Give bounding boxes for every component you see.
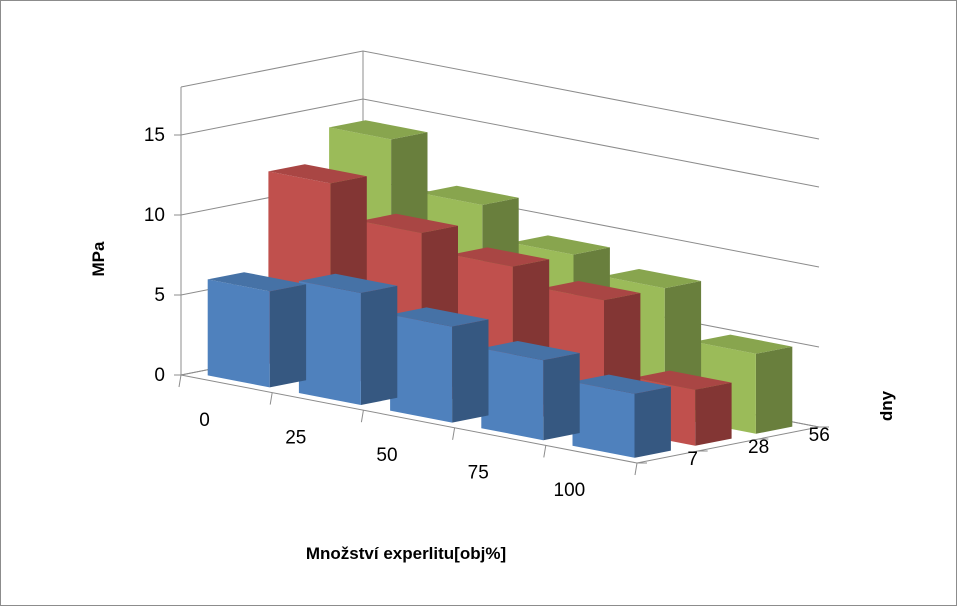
x-axis-title: Množství experlitu[obj%] [306, 544, 506, 563]
bar-front [207, 279, 270, 388]
x-tick-mark [452, 427, 456, 440]
bar-top [359, 213, 458, 233]
bar-top [693, 334, 793, 354]
x-tick-mark [269, 392, 273, 405]
y-tick-label: 0 [154, 365, 165, 386]
x-tick-label: 25 [285, 427, 306, 448]
y-tick-label: 10 [144, 205, 165, 226]
bar [298, 273, 398, 405]
x-tick-label: 100 [554, 480, 586, 501]
x-tick-label: 0 [199, 410, 210, 431]
x-tick-label: 75 [468, 463, 489, 484]
bar-side [269, 284, 307, 388]
bar-front [390, 314, 453, 423]
bar-top [511, 235, 610, 255]
x-axis-line [180, 374, 638, 464]
bar-top [420, 185, 519, 205]
y-tick-label: 5 [154, 285, 165, 306]
bar-side [543, 353, 580, 441]
bar-front [298, 281, 361, 405]
x-tick-mark [543, 445, 547, 458]
bar [390, 307, 489, 423]
bar [481, 341, 580, 441]
z-axis-line [636, 426, 820, 464]
bar-front [572, 381, 635, 458]
z-tick-label: 28 [748, 437, 769, 458]
bar-top [572, 374, 671, 394]
bar-top [390, 307, 489, 327]
bar-top [542, 281, 641, 301]
bar-top [207, 272, 307, 292]
z-tick-label: 7 [687, 449, 698, 470]
bar-top [602, 269, 702, 289]
bar [572, 374, 671, 458]
tick-labels: 0 5 10 15 0 25 50 75 100 7 28 56 [144, 125, 830, 501]
bar-side [695, 382, 732, 446]
gridline [180, 98, 820, 188]
bars [207, 120, 793, 458]
bar-top [633, 370, 732, 390]
bar [207, 272, 307, 388]
bar-top [329, 120, 428, 140]
x-tick-label: 50 [376, 445, 397, 466]
x-tick-mark [360, 410, 364, 423]
bar-front [481, 348, 544, 441]
x-tick-mark [178, 374, 182, 388]
bar-top [450, 247, 550, 267]
bar-side [452, 319, 489, 423]
y-tick-label: 15 [144, 125, 165, 146]
bar-top [298, 273, 398, 293]
bar-side [360, 285, 398, 405]
y-axis-title: MPa [89, 241, 108, 277]
bar-side [755, 346, 793, 434]
z-axis-title: dny [877, 390, 896, 421]
z-tick-label: 56 [809, 425, 830, 446]
bar-side [634, 386, 671, 458]
bar-top [268, 164, 367, 184]
bar-top [481, 341, 580, 361]
x-tick-mark [634, 462, 638, 476]
